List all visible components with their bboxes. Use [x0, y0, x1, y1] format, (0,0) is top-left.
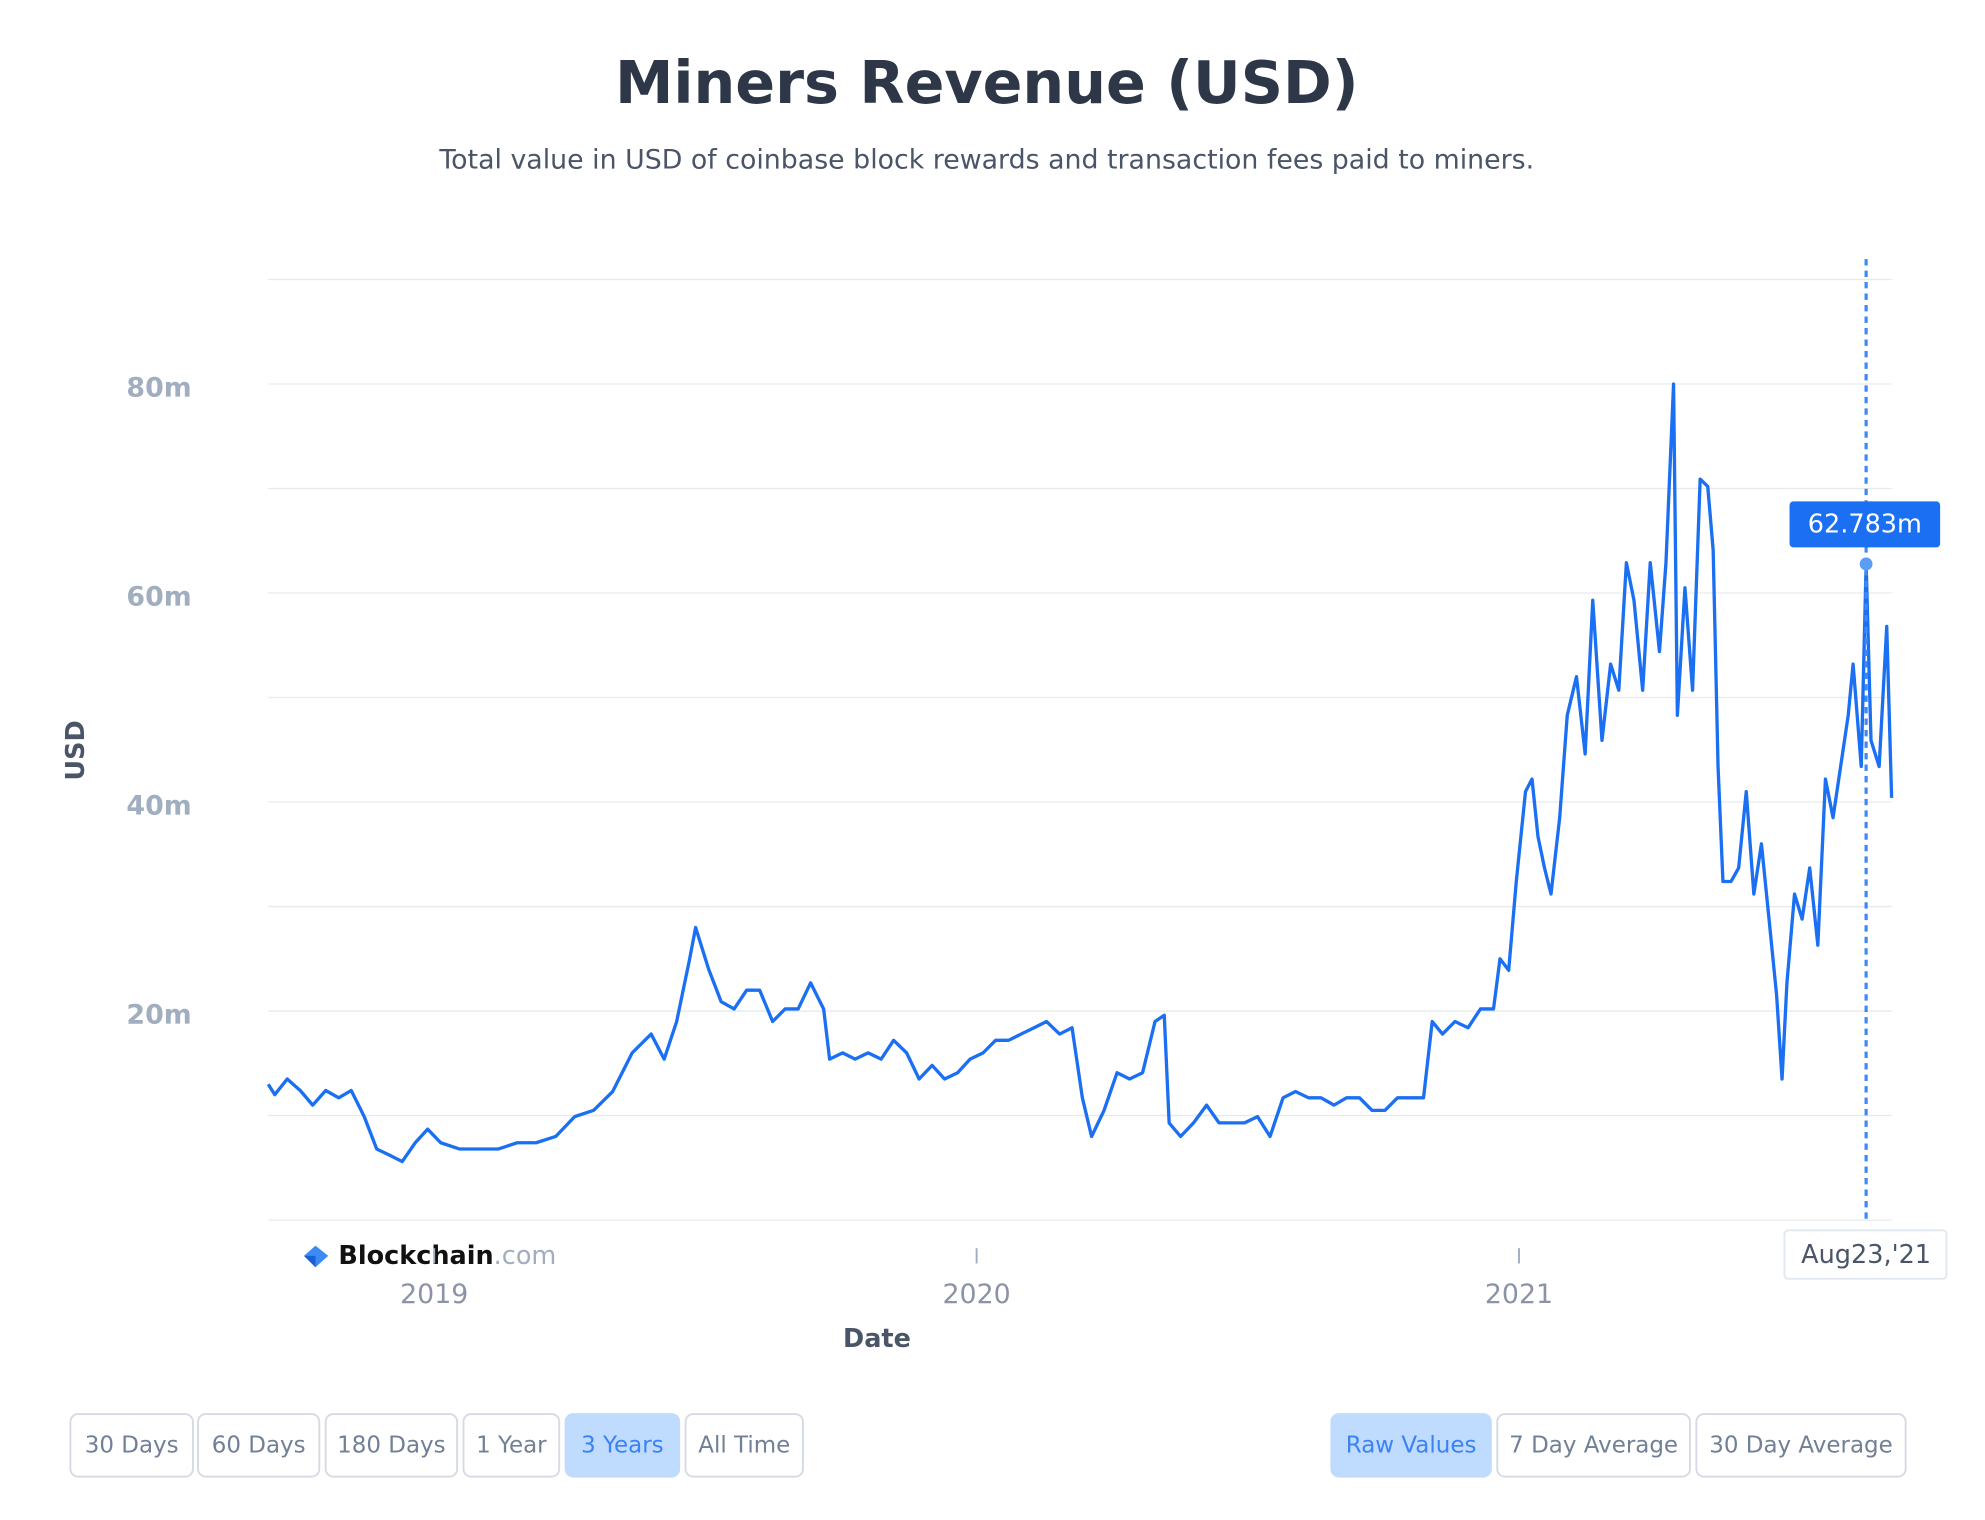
toggle-button[interactable]: All Time — [684, 1413, 804, 1478]
button-label[interactable]: Raw Values — [1346, 1432, 1477, 1458]
brand-logo: Blockchain.com — [303, 1241, 556, 1271]
toggle-button[interactable]: 60 Days — [197, 1413, 321, 1478]
toggle-button[interactable]: 7 Day Average — [1496, 1413, 1691, 1478]
button-bg[interactable] — [197, 1413, 321, 1478]
toggle-button[interactable]: 1 Year — [462, 1413, 561, 1478]
button-bg[interactable] — [564, 1413, 681, 1478]
toggle-button[interactable]: 3 Years — [564, 1413, 681, 1478]
chart-subtitle: Total value in USD of coinbase block rew… — [438, 144, 1534, 175]
button-bg[interactable] — [462, 1413, 561, 1478]
tooltip-date-box — [1783, 1229, 1948, 1280]
x-tick-label: 2020 — [942, 1279, 1010, 1310]
x-tick-label: 2019 — [400, 1279, 468, 1310]
button-label[interactable]: 30 Days — [85, 1432, 179, 1458]
button-label[interactable]: 7 Day Average — [1509, 1432, 1678, 1458]
button-bg[interactable] — [1330, 1413, 1492, 1478]
button-label[interactable]: 3 Years — [581, 1432, 664, 1458]
y-tick-label: 80m — [126, 373, 191, 404]
y-axis-title: USD — [61, 720, 91, 780]
toggle-button[interactable]: 180 Days — [324, 1413, 459, 1478]
button-bg[interactable] — [1496, 1413, 1691, 1478]
button-bg[interactable] — [324, 1413, 459, 1478]
button-label[interactable]: 30 Day Average — [1709, 1432, 1893, 1458]
y-tick-label: 20m — [126, 1000, 191, 1031]
button-label[interactable]: 180 Days — [337, 1432, 445, 1458]
button-label[interactable]: 1 Year — [476, 1432, 547, 1458]
toggle-button[interactable]: 30 Day Average — [1695, 1413, 1907, 1478]
tooltip-box — [1789, 501, 1941, 548]
brand-text: Blockchain.com — [338, 1241, 556, 1271]
tooltip-date: Aug23,'21 — [1801, 1240, 1931, 1270]
brand-suffix: .com — [494, 1241, 557, 1271]
toggle-button[interactable]: 30 Days — [69, 1413, 194, 1478]
y-tick-label: 60m — [126, 582, 191, 613]
toggle-button[interactable]: Raw Values — [1330, 1413, 1492, 1478]
data-line — [266, 382, 1894, 1164]
button-bg[interactable] — [1695, 1413, 1907, 1478]
brand-name: Blockchain — [338, 1241, 493, 1271]
x-axis-title: Date — [843, 1324, 911, 1354]
tooltip-value: 62.783m — [1808, 510, 1922, 540]
y-tick-label: 40m — [126, 791, 191, 822]
button-label[interactable]: All Time — [698, 1432, 790, 1458]
button-bg[interactable] — [684, 1413, 804, 1478]
button-bg[interactable] — [69, 1413, 194, 1478]
x-tick-label: 2021 — [1485, 1279, 1553, 1310]
chart-title: Miners Revenue (USD) — [615, 49, 1359, 117]
button-label[interactable]: 60 Days — [212, 1432, 306, 1458]
hover-point — [1859, 557, 1873, 571]
